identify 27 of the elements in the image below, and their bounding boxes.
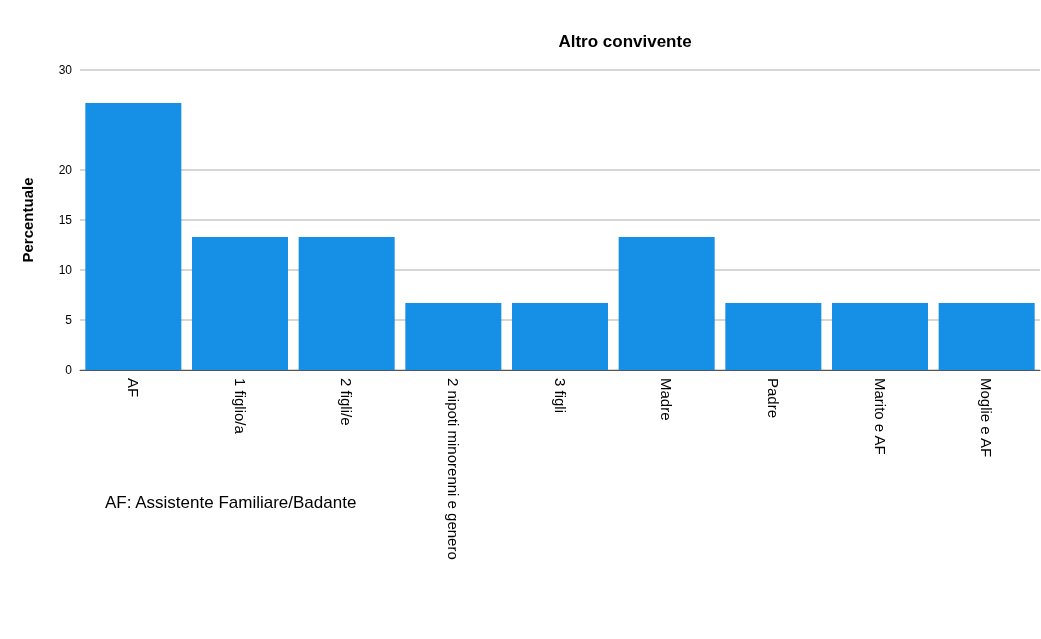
x-tick-label: AF [124,378,142,398]
y-tick-label: 5 [65,313,73,327]
x-tick-label: Padre [764,378,782,419]
chart-title: Altro convivente [558,32,692,51]
x-tick-label: 2 figli/e [338,378,356,426]
bar [832,303,928,370]
x-tick-label: 1 figlio/a [231,378,249,435]
y-tick-label: 10 [58,263,73,277]
y-tick-label: 15 [58,213,73,227]
y-axis-title: Percentuale [19,177,36,263]
x-tick-label: Marito e AF [871,378,889,455]
y-tick-label: 0 [65,363,73,377]
bar [618,237,715,370]
bar [512,303,608,370]
x-tick-label: Moglie e AF [978,378,996,458]
text: AF: Assistente Familiare/Badante [105,493,357,512]
y-tick-label: 20 [58,163,73,177]
bar [405,303,502,370]
bar [725,303,822,370]
bar [298,237,395,370]
y-tick-label: 30 [58,63,73,77]
x-tick-label: Madre [658,378,676,421]
bar [85,103,182,370]
x-tick-label: 3 figli [551,378,569,414]
x-tick-label: 2 nipoti minorenni e genero [444,378,462,560]
bar [192,237,288,370]
bar [938,303,1035,370]
